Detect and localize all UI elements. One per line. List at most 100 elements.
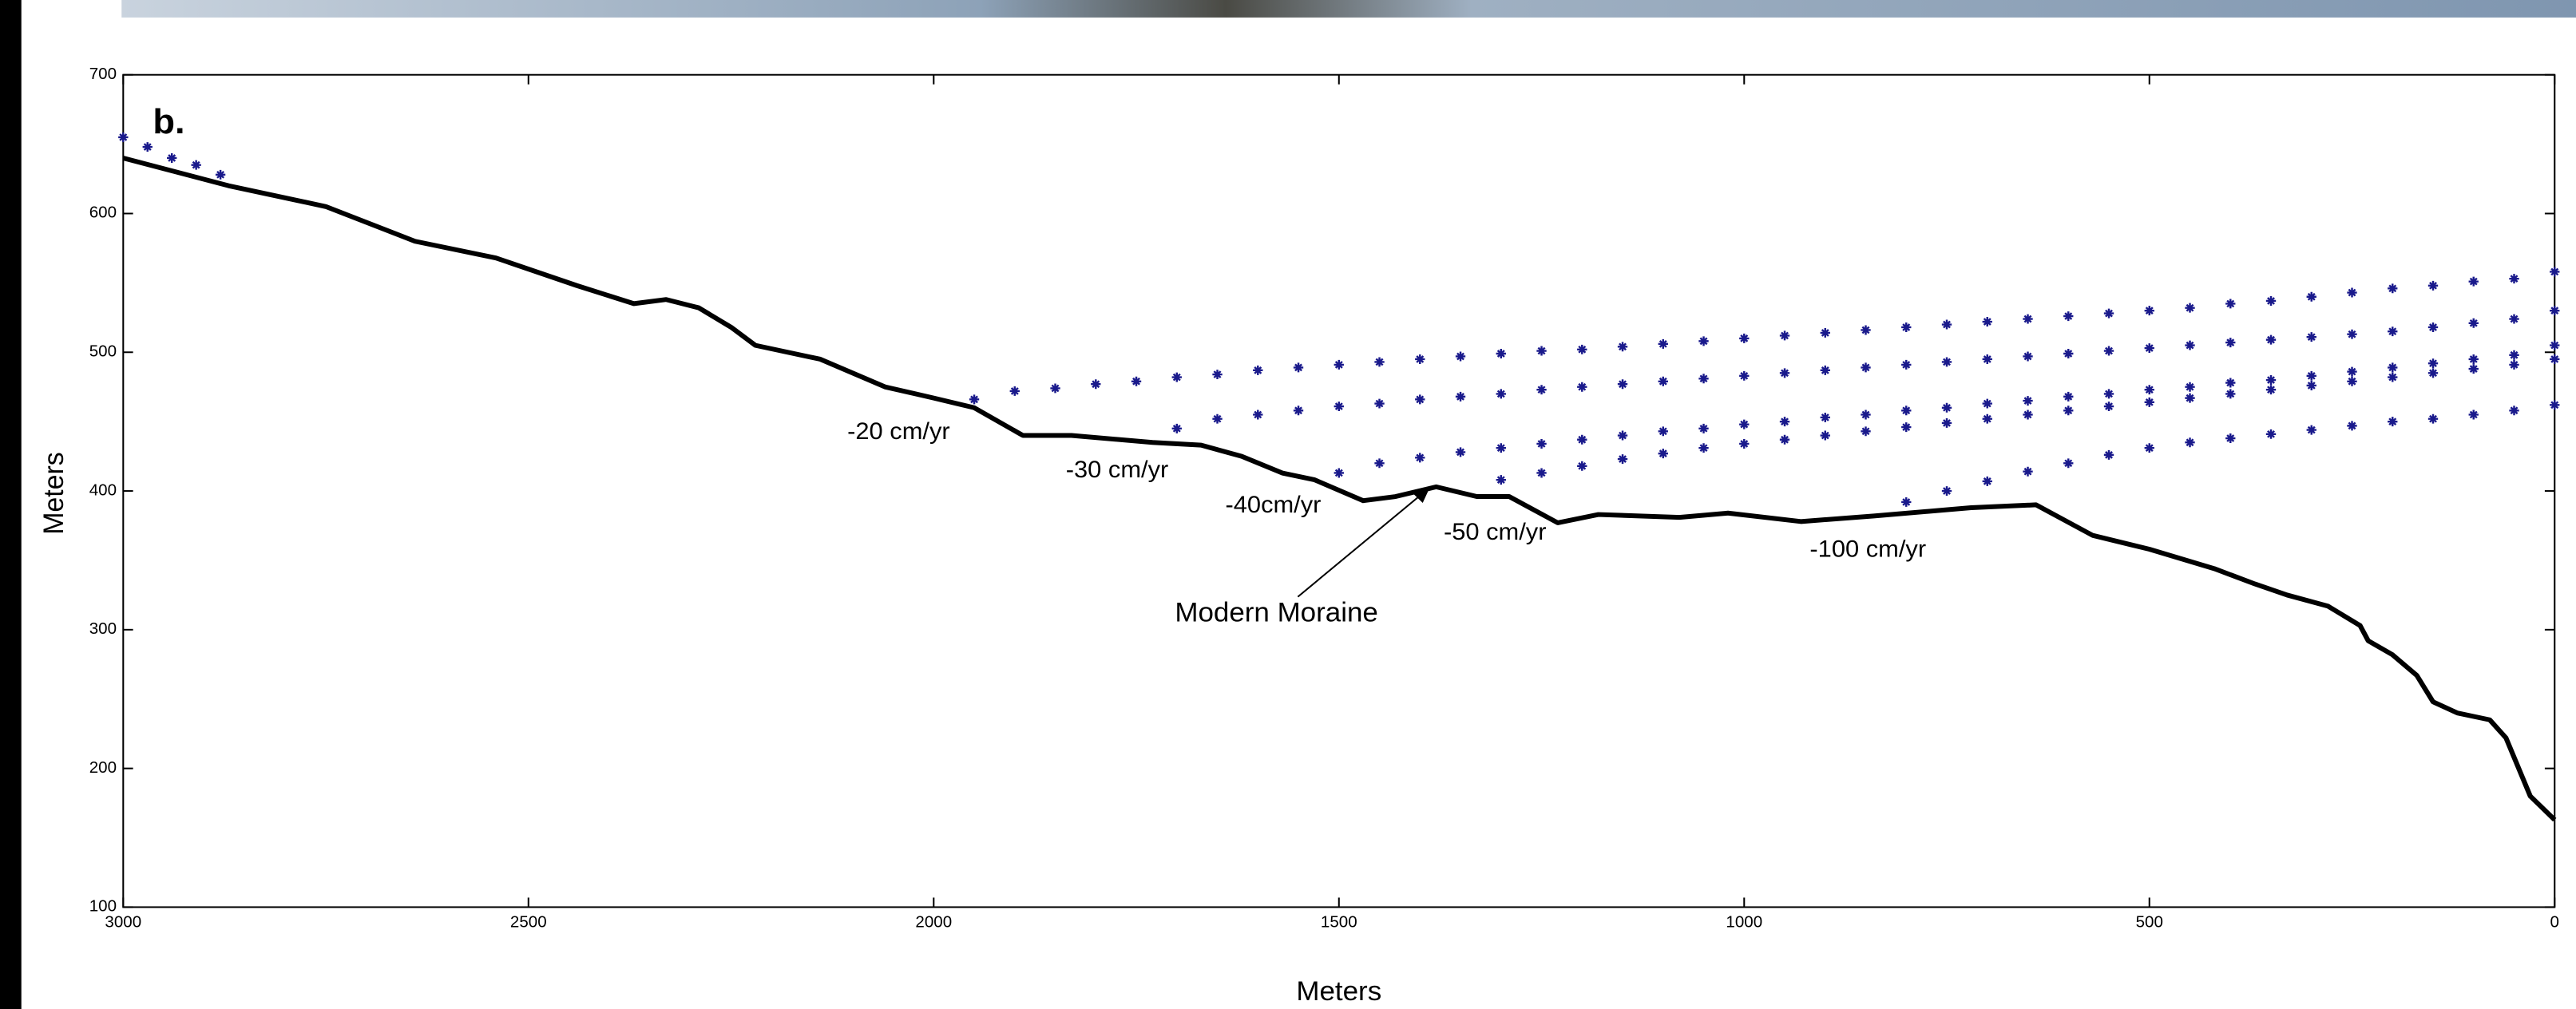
x-tick-label: 2500 <box>510 914 547 932</box>
star-marker <box>2063 458 2073 468</box>
star-marker <box>1739 371 1749 381</box>
star-marker <box>1780 330 1789 340</box>
star-marker <box>2185 382 2194 392</box>
star-marker <box>2225 433 2235 443</box>
star-marker <box>1698 443 1708 453</box>
star-marker <box>2104 346 2114 356</box>
star-marker <box>2509 360 2519 370</box>
star-marker <box>2023 352 2032 362</box>
star-marker <box>1901 406 1911 415</box>
star-marker <box>1942 418 1952 428</box>
star-marker <box>1861 426 1870 436</box>
y-tick-label: 200 <box>89 759 117 777</box>
x-tick-label: 1000 <box>1726 914 1762 932</box>
star-marker <box>2388 373 2397 382</box>
star-marker <box>2307 332 2316 342</box>
star-marker <box>1334 360 1344 370</box>
star-marker <box>1901 497 1911 507</box>
star-marker <box>2266 375 2276 385</box>
star-marker <box>2550 306 2559 315</box>
star-marker <box>1739 334 1749 343</box>
star-marker <box>1415 394 1425 404</box>
star-marker <box>2063 349 2073 358</box>
star-marker <box>2388 417 2397 426</box>
annotation: -40cm/yr <box>1225 491 1321 517</box>
star-marker <box>118 133 128 142</box>
star-marker <box>2347 288 2356 298</box>
star-marker <box>1131 377 1141 386</box>
star-marker <box>2428 322 2438 332</box>
star-marker <box>2469 319 2479 328</box>
star-marker <box>1983 477 1992 486</box>
x-tick-label: 2000 <box>915 914 952 932</box>
star-marker <box>1212 370 1222 379</box>
star-marker <box>2509 350 2519 360</box>
star-marker <box>1942 357 1952 366</box>
star-marker <box>1456 447 1465 457</box>
star-marker <box>2063 406 2073 415</box>
star-marker <box>1780 417 1789 426</box>
star-marker <box>1010 386 1020 396</box>
star-marker <box>2550 341 2559 350</box>
star-marker <box>1983 317 1992 326</box>
star-marker <box>2307 425 2316 435</box>
star-marker <box>2388 362 2397 372</box>
star-marker <box>1496 475 1506 485</box>
star-marker <box>2185 394 2194 403</box>
star-marker <box>1253 366 1262 375</box>
star-marker <box>216 170 225 180</box>
y-tick-label: 400 <box>89 482 117 500</box>
star-marker <box>1942 486 1952 496</box>
annotation: -20 cm/yr <box>847 418 950 445</box>
y-tick-label: 700 <box>89 65 117 83</box>
star-marker <box>1496 389 1506 398</box>
annotation: -50 cm/yr <box>1444 518 1547 544</box>
star-marker <box>2023 315 2032 324</box>
y-axis-label: Meters <box>39 452 70 535</box>
star-marker <box>1334 402 1344 411</box>
star-marker <box>2145 443 2154 453</box>
star-marker <box>2063 311 2073 321</box>
star-marker <box>2185 341 2194 350</box>
star-marker <box>1415 354 1425 364</box>
star-marker <box>2104 402 2114 411</box>
star-marker <box>2266 296 2276 306</box>
star-marker <box>2509 406 2519 415</box>
star-marker <box>2388 326 2397 336</box>
star-marker <box>2225 378 2235 388</box>
star-marker <box>1901 360 1911 370</box>
star-marker <box>1901 322 1911 332</box>
star-marker <box>2469 354 2479 364</box>
star-marker <box>2023 396 2032 406</box>
star-marker <box>2550 354 2559 364</box>
y-tick-label: 100 <box>89 898 117 916</box>
star-marker <box>2145 343 2154 353</box>
star-marker <box>1659 426 1668 436</box>
y-tick-label: 300 <box>89 620 117 638</box>
star-marker <box>2104 450 2114 460</box>
star-marker <box>2550 400 2559 410</box>
x-tick-label: 1500 <box>1321 914 1357 932</box>
star-marker <box>2023 467 2032 477</box>
star-marker <box>1618 379 1627 389</box>
x-tick-label: 3000 <box>105 914 141 932</box>
star-marker <box>2307 381 2316 390</box>
panel-label: b. <box>153 103 184 141</box>
star-marker <box>1780 368 1789 378</box>
star-marker <box>2266 429 2276 439</box>
star-marker <box>2225 299 2235 308</box>
star-marker <box>2307 292 2316 302</box>
star-marker <box>2550 267 2559 276</box>
star-marker <box>2225 389 2235 398</box>
star-marker <box>1212 414 1222 424</box>
star-marker <box>1374 399 1384 409</box>
star-marker <box>2145 385 2154 394</box>
star-marker <box>1659 449 1668 458</box>
x-tick-label: 500 <box>2136 914 2163 932</box>
star-marker <box>1334 468 1344 477</box>
star-marker <box>1780 435 1789 445</box>
y-tick-label: 600 <box>89 204 117 222</box>
star-marker <box>1050 383 1060 393</box>
star-marker <box>1374 357 1384 366</box>
star-marker <box>2428 358 2438 368</box>
